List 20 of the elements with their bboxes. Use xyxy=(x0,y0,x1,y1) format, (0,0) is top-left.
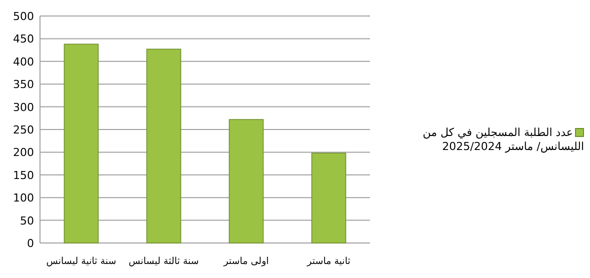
x-tick-label: ثانية ماستر xyxy=(306,256,351,267)
y-tick-label: 100 xyxy=(13,192,34,205)
y-tick-label: 0 xyxy=(27,237,34,250)
bar xyxy=(228,119,264,244)
y-tick-label: 400 xyxy=(13,55,34,68)
x-tick-label: سنة ثالثة ليسانس xyxy=(128,256,199,267)
y-tick-label: 300 xyxy=(13,100,34,114)
x-tick-label: سنة ثانية ليسانس xyxy=(46,256,116,267)
bar xyxy=(311,152,346,244)
bar xyxy=(146,48,182,244)
y-tick-label: 350 xyxy=(13,78,34,92)
bar xyxy=(64,44,99,244)
y-tick-label: 150 xyxy=(13,168,34,182)
text: عدد الطلبة المسجلين في كل من الليسانس/ ماستر 2025/2024 xyxy=(422,126,584,153)
y-tick-label: 500 xyxy=(13,10,34,23)
y-tick-label: 50 xyxy=(20,214,34,228)
x-tick-label: اولى ماستر xyxy=(222,256,269,267)
y-tick-label: 250 xyxy=(13,124,34,136)
y-tick-label: 200 xyxy=(13,146,34,160)
y-tick-label: 450 xyxy=(13,32,34,46)
